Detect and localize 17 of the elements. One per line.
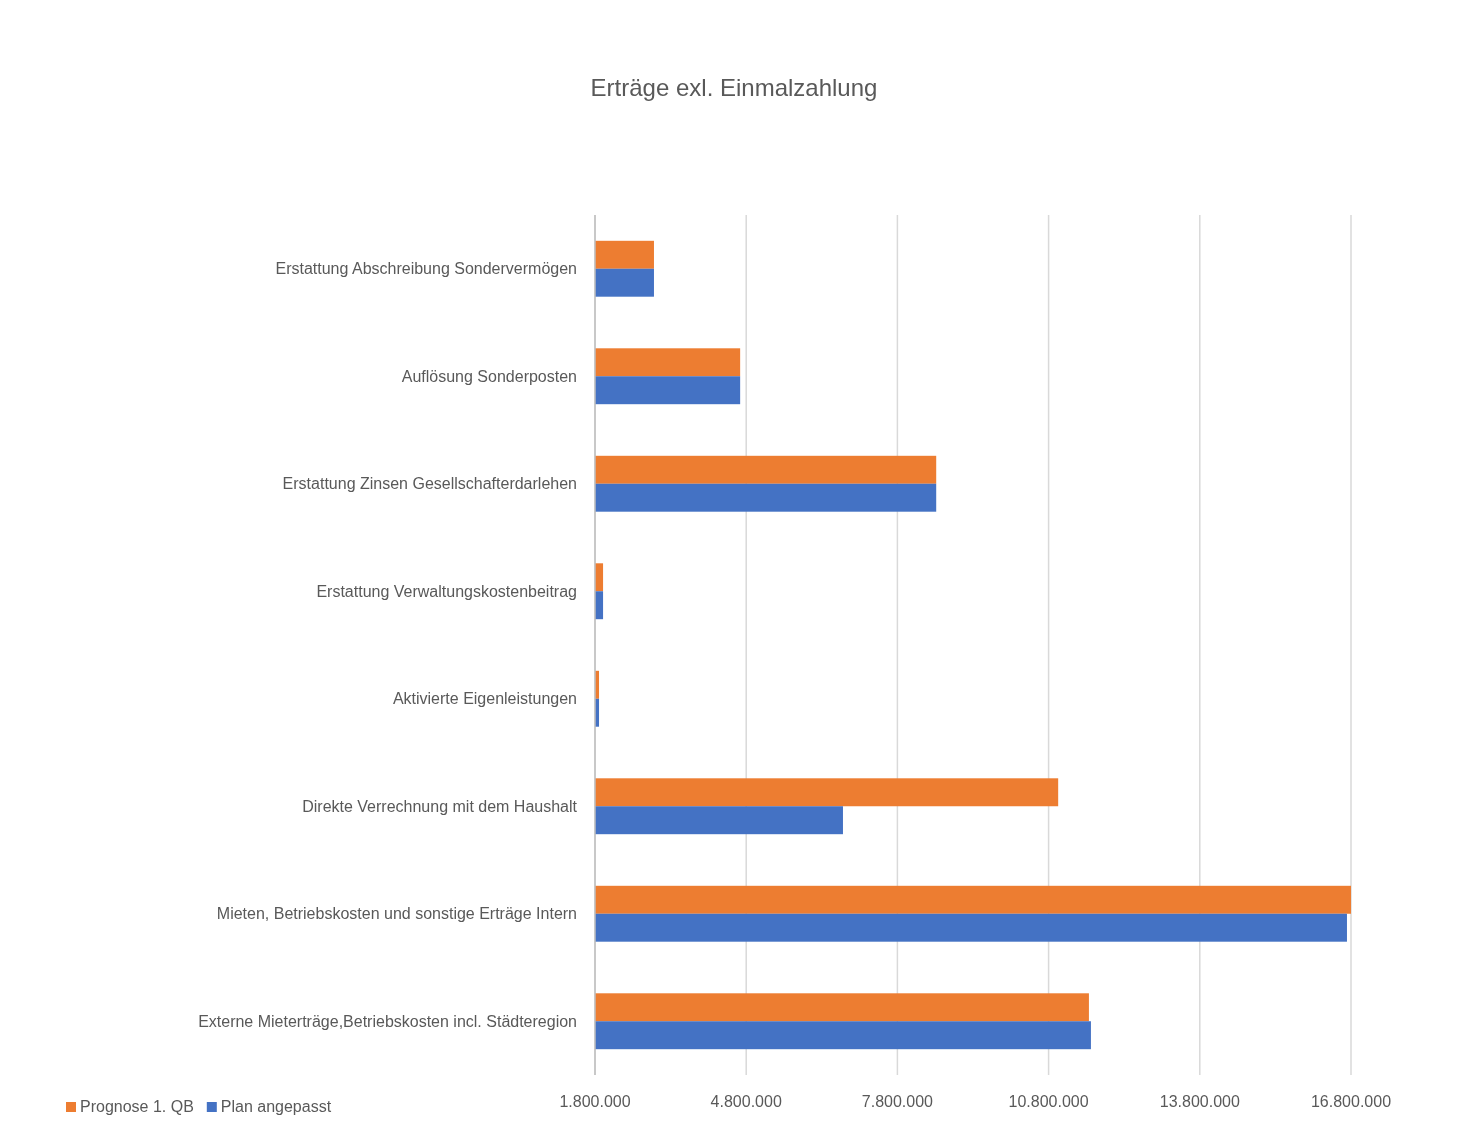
x-tick-label: 10.800.000 xyxy=(1008,1093,1089,1110)
y-tick-label: Erstattung Verwaltungskostenbeitrag xyxy=(316,582,577,600)
y-tick-label: Auflösung Sonderposten xyxy=(401,367,577,385)
x-tick-label: 4.800.000 xyxy=(710,1093,782,1110)
legend-label: Plan angepasst xyxy=(220,1098,332,1115)
x-tick-label: 13.800.000 xyxy=(1159,1093,1240,1110)
y-tick-label: Mieten, Betriebskosten und sonstige Erträge Intern xyxy=(216,905,577,923)
y-tick-label: Externe Mieterträge,Betriebskosten incl. Städteregion xyxy=(198,1012,577,1030)
x-tick-label: 16.800.000 xyxy=(1310,1093,1392,1110)
y-tick-label: Aktivierte Eigenleistungen xyxy=(392,690,577,708)
legend-label: Prognose 1. QB xyxy=(80,1098,194,1115)
x-tick-label: 7.800.000 xyxy=(861,1093,934,1110)
y-tick-label: Erstattung Zinsen Gesellschafterdarlehen xyxy=(282,475,577,493)
x-tick-label: 1.800.000 xyxy=(559,1093,631,1110)
y-tick-label: Direkte Verrechnung mit dem Haushalt xyxy=(302,797,578,815)
chart-title: Erträge exl. Einmalzahlung xyxy=(590,74,878,101)
y-tick-label: Erstattung Abschreibung Sondervermögen xyxy=(275,260,577,278)
